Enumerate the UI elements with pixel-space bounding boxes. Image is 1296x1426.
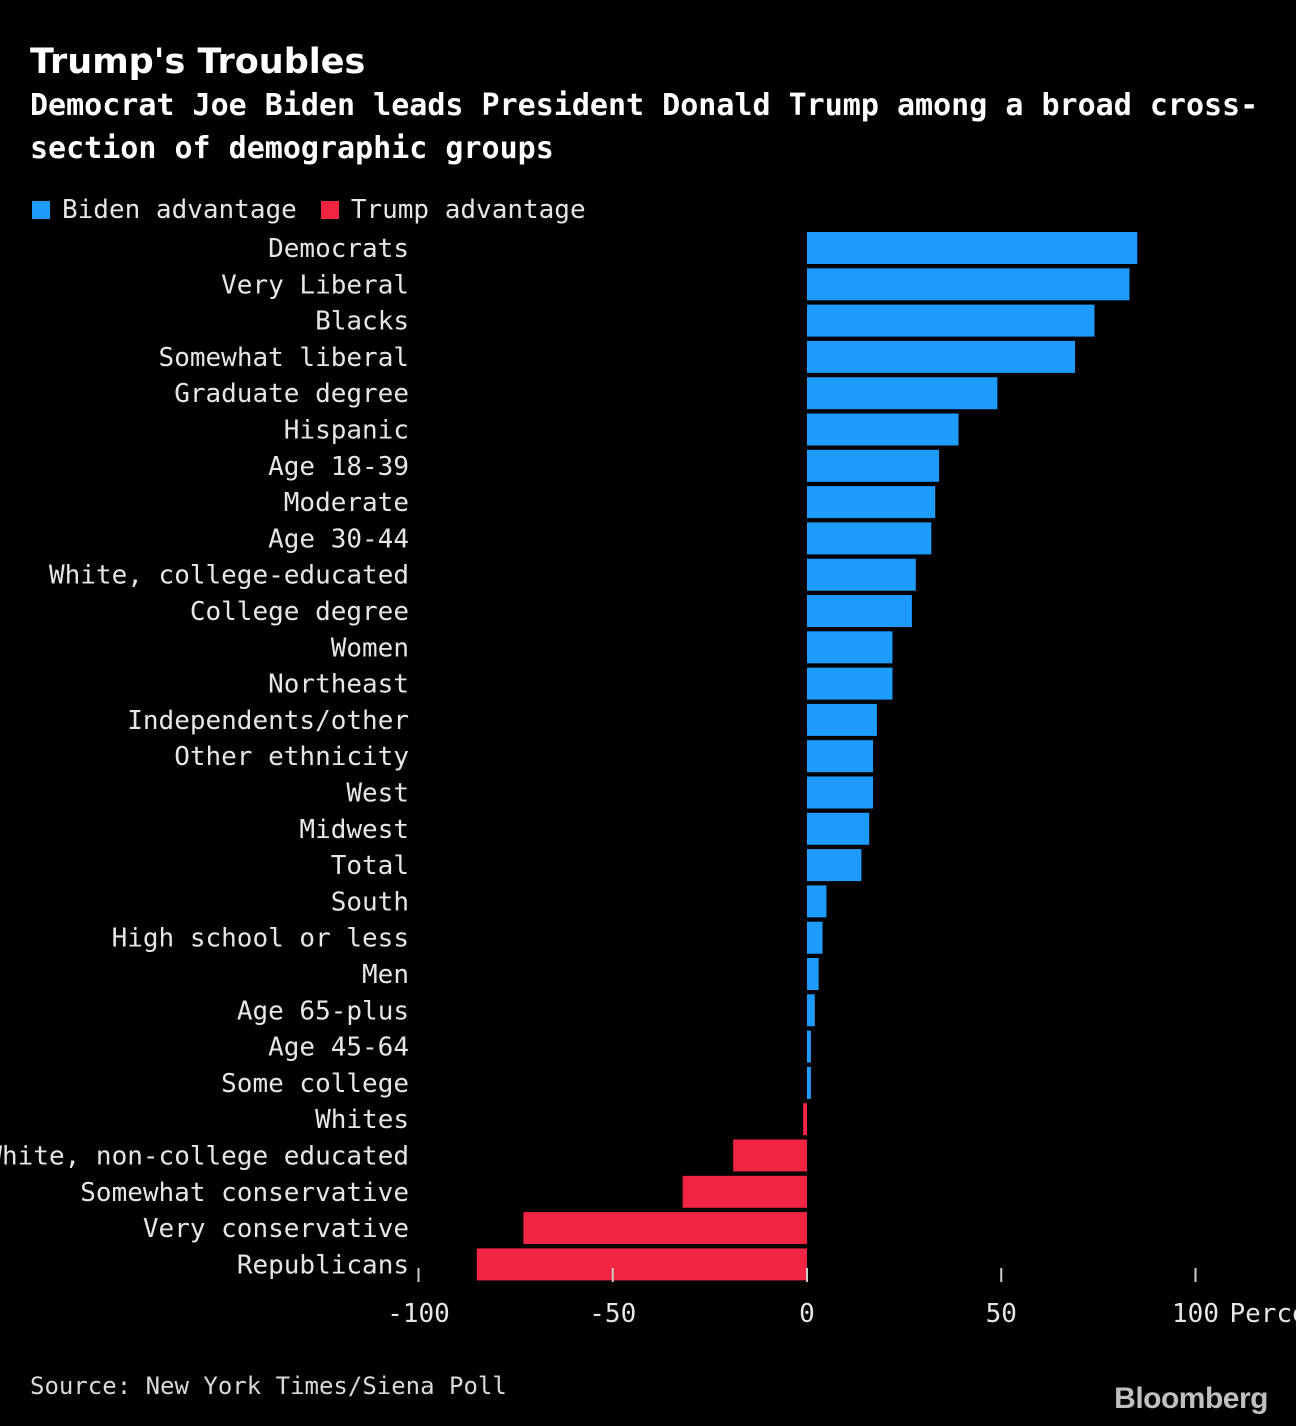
- bar: [807, 449, 940, 482]
- bar: [807, 413, 959, 446]
- category-label: White, college-educated: [49, 561, 409, 591]
- category-label: Moderate: [284, 488, 409, 518]
- bar: [807, 776, 874, 809]
- bar: [807, 232, 1138, 264]
- bar: [807, 304, 1095, 337]
- bar: [807, 667, 893, 700]
- category-label: Republicans: [237, 1250, 409, 1280]
- bar: [733, 1139, 807, 1172]
- bar: [807, 885, 827, 918]
- legend-swatch-biden: [32, 201, 50, 219]
- category-label: Somewhat conservative: [80, 1178, 409, 1208]
- bar: [807, 486, 936, 519]
- bar: [807, 558, 916, 591]
- category-label: Graduate degree: [174, 379, 409, 409]
- category-label: Very conservative: [143, 1214, 409, 1244]
- x-tick-label: 50: [986, 1299, 1017, 1329]
- category-label: Women: [331, 633, 409, 663]
- legend-swatch-trump: [320, 201, 339, 219]
- category-label: Whites: [315, 1105, 409, 1135]
- category-label: Age 18-39: [268, 452, 409, 482]
- category-label: Blacks: [315, 307, 409, 337]
- bar: [807, 958, 819, 990]
- category-label: Democrats: [268, 234, 409, 264]
- category-label: Hispanic: [284, 416, 409, 446]
- legend: Biden advantage Trump advantage: [32, 193, 610, 227]
- bar: [807, 595, 912, 627]
- category-label: Age 65-plus: [237, 996, 409, 1026]
- bar: [807, 377, 998, 410]
- category-label: Independents/other: [127, 706, 409, 736]
- bar: [807, 849, 862, 882]
- x-tick-label: -50: [589, 1299, 636, 1329]
- category-label: Somewhat liberal: [159, 343, 409, 373]
- bar: [807, 1066, 811, 1099]
- category-label: Some college: [221, 1069, 409, 1099]
- category-label: College degree: [190, 597, 409, 627]
- bar: [682, 1175, 807, 1208]
- category-label: South: [331, 887, 409, 917]
- bar: [807, 340, 1076, 373]
- x-tick-label: 0: [799, 1299, 815, 1329]
- bar: [807, 268, 1130, 301]
- bar: [807, 631, 893, 664]
- bloomberg-logo: Bloomberg: [1114, 1382, 1268, 1415]
- category-label: West: [346, 779, 409, 809]
- category-label: Northeast: [268, 670, 409, 700]
- category-label: Age 45-64: [268, 1033, 409, 1063]
- bar: [476, 1248, 807, 1281]
- chart-subtitle: Democrat Joe Biden leads President Donal…: [30, 88, 1259, 166]
- bar: [807, 812, 870, 845]
- category-label: Other ethnicity: [174, 742, 409, 772]
- bar: [807, 522, 932, 555]
- bar: [807, 703, 877, 736]
- category-label: White, non-college educated: [0, 1142, 409, 1172]
- category-label: Total: [331, 851, 409, 881]
- x-tick-label: -100: [387, 1299, 450, 1329]
- legend-label-trump: Trump advantage: [350, 195, 586, 225]
- x-tick-label: 100: [1172, 1299, 1219, 1329]
- chart-title: Trump's Troubles: [30, 42, 366, 82]
- category-label: Men: [362, 960, 409, 990]
- bar: [523, 1212, 807, 1245]
- bar: [807, 994, 815, 1027]
- x-axis-unit-label: Percent: [1230, 1299, 1296, 1329]
- bar: [807, 921, 823, 954]
- bar: [807, 1030, 811, 1063]
- category-label: High school or less: [112, 924, 409, 954]
- source-note: Source: New York Times/Siena Poll: [30, 1372, 507, 1400]
- legend-label-biden: Biden advantage: [62, 195, 297, 225]
- bar: [807, 740, 874, 773]
- legend-item-trump: Trump advantage: [320, 195, 586, 225]
- legend-item-biden: Biden advantage: [32, 195, 297, 225]
- category-label: Age 30-44: [268, 524, 409, 554]
- category-label: Midwest: [299, 815, 409, 845]
- bar: [803, 1103, 807, 1136]
- category-label: Very Liberal: [221, 270, 409, 300]
